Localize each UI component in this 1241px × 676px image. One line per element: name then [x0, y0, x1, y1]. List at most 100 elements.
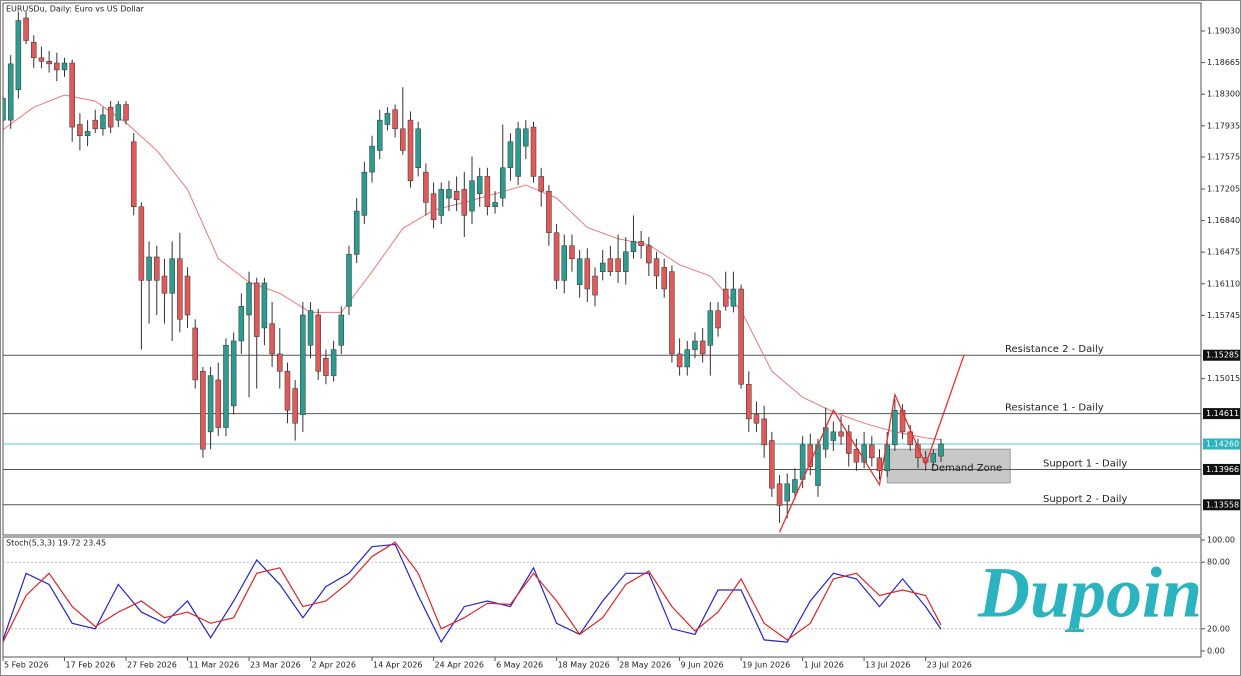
- current-price-box: [1203, 438, 1240, 450]
- y-tick-label: 1.17935: [1207, 121, 1240, 130]
- candle-body: [161, 275, 168, 294]
- logo: Dupoin: [977, 553, 1202, 633]
- candle-body: [400, 128, 406, 151]
- y-tick-label: 1.19030: [1207, 26, 1240, 35]
- level-box: [1203, 408, 1240, 420]
- candle-body: [223, 345, 229, 428]
- candle-body: [423, 171, 429, 203]
- candle-body: [46, 61, 52, 65]
- candle-body: [938, 443, 944, 457]
- candle-body: [722, 288, 729, 307]
- x-tick-label: 23 Jul 2026: [927, 661, 972, 670]
- y-tick-label: 1.17575: [1207, 152, 1240, 161]
- candle-body: [361, 171, 368, 216]
- level-box: [1203, 499, 1240, 511]
- candle-body: [692, 340, 698, 350]
- candle-body: [738, 288, 744, 385]
- candle-body: [615, 258, 621, 272]
- candle-body: [307, 310, 314, 346]
- candle-body: [300, 314, 306, 415]
- candle-body: [853, 448, 860, 463]
- candle-body: [676, 353, 683, 368]
- candle-body: [330, 349, 337, 376]
- candle-body: [646, 245, 652, 264]
- candle-body: [369, 145, 375, 173]
- candle-body: [146, 256, 152, 281]
- candle-body: [869, 444, 875, 459]
- level-box: [1203, 463, 1240, 475]
- y-tick-label: 1.16475: [1207, 248, 1240, 257]
- stoch-label: Stoch(5,3,3) 19.72 23.45: [6, 539, 106, 548]
- candle-body: [707, 310, 714, 346]
- candle-body: [507, 141, 514, 169]
- candle-body: [784, 483, 790, 502]
- candle-body: [84, 131, 91, 136]
- axes: 1.19030 1.18665 1.18300 1.17935 1.17575 1.172…: [2, 26, 1240, 670]
- candle-body: [315, 314, 321, 372]
- candle-body: [261, 282, 268, 329]
- level-label: Resistance 1 - Daily: [1005, 403, 1104, 414]
- candle-body: [338, 314, 345, 346]
- candle-body: [830, 431, 837, 441]
- candle-body: [38, 57, 45, 62]
- candle-body: [192, 327, 198, 381]
- candle-body: [169, 258, 175, 294]
- candle-body: [546, 190, 552, 233]
- candle-body: [323, 358, 329, 376]
- level-label: Resistance 2 - Daily: [1005, 344, 1104, 355]
- candle-body: [277, 353, 283, 372]
- main-plot: [3, 11, 1201, 533]
- candle-body: [200, 371, 206, 450]
- candle-body: [15, 20, 22, 91]
- candle-body: [845, 431, 852, 454]
- candle-body: [31, 41, 37, 59]
- candle-body: [246, 282, 252, 316]
- x-tick-label: 1 Jul 2026: [804, 661, 844, 670]
- candle-body: [838, 431, 844, 437]
- candle-body: [453, 190, 460, 201]
- candle-body: [746, 383, 752, 420]
- candle-body: [54, 62, 60, 71]
- zigzag: [778, 354, 965, 533]
- level-value: 1.14611: [1206, 409, 1239, 418]
- candle-body: [492, 202, 498, 207]
- level-label: Support 1 - Daily: [1043, 458, 1127, 469]
- candle-body: [500, 167, 506, 199]
- x-tick-label: 17 Feb 2026: [66, 661, 116, 670]
- y-tick-label: 1.15745: [1207, 311, 1240, 320]
- x-tick-label: 23 Mar 2026: [250, 661, 301, 670]
- candle-body: [438, 189, 444, 216]
- level-box: [1203, 349, 1240, 361]
- candle-body: [753, 414, 760, 424]
- candle-body: [761, 418, 767, 446]
- candle-body: [553, 232, 560, 281]
- x-tick-label: 11 Mar 2026: [189, 661, 240, 670]
- candle-body: [599, 262, 606, 272]
- candle-body: [7, 63, 14, 121]
- y-tick-label: 1.18665: [1207, 58, 1240, 67]
- stoch-plot: [3, 541, 1201, 644]
- candle-body: [376, 119, 383, 151]
- candle-body: [469, 180, 475, 212]
- y-tick-label: 1.16840: [1207, 216, 1240, 225]
- candle-body: [892, 409, 898, 446]
- candle-body: [592, 275, 598, 296]
- candle-body: [269, 323, 275, 355]
- x-tick-label: 24 Apr 2026: [435, 661, 484, 670]
- candle-body: [576, 258, 583, 285]
- candle-body: [538, 176, 544, 192]
- candle-body: [430, 193, 437, 220]
- candle-body: [476, 176, 483, 195]
- candle-body: [123, 104, 129, 121]
- x-tick-label: 27 Feb 2026: [127, 661, 177, 670]
- y-tick-label: 1.17205: [1207, 184, 1240, 193]
- candle-body: [384, 112, 391, 125]
- candle-body: [207, 375, 214, 433]
- candle-body: [799, 444, 806, 480]
- candle-body: [792, 479, 798, 493]
- candle-body: [346, 254, 352, 307]
- candle-body: [530, 126, 537, 177]
- candle-body: [115, 104, 122, 121]
